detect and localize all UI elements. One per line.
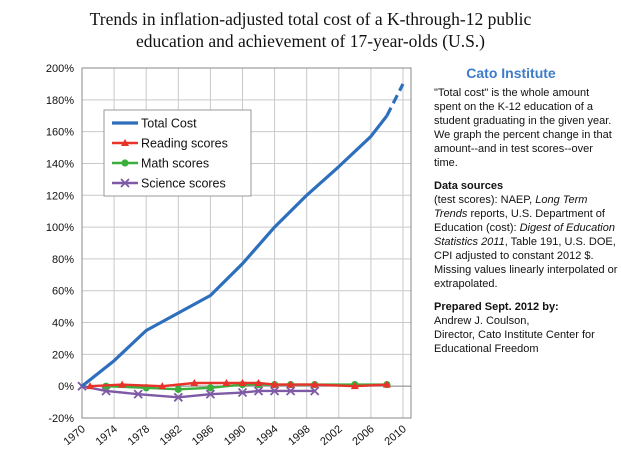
legend-marker-science-scores [120, 178, 130, 188]
reading-scores-point [350, 382, 359, 390]
line-chart: -20% 0% 20% 40% 60% 80% 100% 120% 140% 160% 180% 20… [46, 63, 412, 448]
legend-label-reading-scores: Reading scores [141, 137, 228, 151]
reading-scores-point [86, 382, 95, 390]
y-tick-label: 0% [58, 381, 74, 393]
science-scores-point [173, 392, 183, 402]
reading-scores-point [222, 379, 231, 386]
y-tick-label: 40% [52, 318, 74, 330]
science-scores-point [310, 386, 320, 396]
y-tick-label: 200% [46, 63, 74, 75]
science-scores-line [81, 385, 315, 399]
reading-scores-point [382, 380, 391, 388]
x-tick-label: 1998 [286, 423, 312, 448]
y-tick-label: -20% [48, 413, 74, 425]
x-tick-label: 1974 [94, 423, 120, 448]
y-tick-label: 180% [46, 95, 74, 107]
x-tick-label: 1990 [222, 423, 248, 448]
total-cost-line [81, 114, 389, 388]
y-tick-label: 100% [46, 222, 74, 234]
y-tick-label: 60% [52, 286, 74, 298]
brand-name: Cato Institute [466, 65, 556, 81]
chart-title: Trends in inflation-adjusted total cost … [0, 8, 621, 52]
y-tick-label: 160% [46, 127, 74, 139]
prepared-heading: Prepared Sept. 2012 by: [434, 301, 559, 313]
reading-scores-point [254, 379, 263, 386]
y-tick-label: 80% [52, 254, 74, 266]
science-scores-point [133, 389, 143, 399]
reading-scores-point [190, 379, 199, 386]
science-scores-point [253, 386, 264, 396]
sources-heading: Data sources [434, 180, 504, 192]
prepared-role: Director, Cato Institute Center for Educ… [434, 329, 595, 355]
reading-scores-point [286, 380, 295, 388]
science-scores-point [285, 386, 296, 396]
math-scores-point [206, 384, 214, 392]
x-tick-label: 2002 [318, 423, 344, 448]
reading-scores-line [89, 381, 387, 388]
legend-label-science-scores: Science scores [141, 177, 226, 191]
legend-marker-math-scores [121, 159, 129, 167]
legend-label-total-cost: Total Cost [141, 117, 197, 131]
x-tick-label: 1982 [158, 423, 184, 448]
reading-scores-point [118, 380, 127, 388]
x-tick-label: 2010 [382, 423, 408, 448]
x-tick-label: 1970 [61, 423, 87, 448]
total-cost-projection-line [385, 83, 405, 117]
chart-title-line-2: education and achievement of 17-year-old… [135, 31, 486, 51]
sidebar: Cato Institute "Total cost" is the whole… [434, 66, 618, 356]
y-tick-label: 20% [52, 349, 74, 361]
legend-label-math-scores: Math scores [141, 157, 209, 171]
x-tick-label: 1978 [126, 423, 152, 448]
reading-scores-point [310, 380, 319, 388]
reading-scores-point [158, 382, 167, 390]
science-scores-point [269, 386, 280, 396]
chart-title-line-1: Trends in inflation-adjusted total cost … [89, 9, 532, 29]
math-scores-point [174, 385, 182, 393]
description-text: "Total cost" is the whole amount spent o… [434, 87, 612, 169]
sources-text: (test scores): NAEP, Long Term Trends re… [434, 194, 618, 290]
x-tick-label: 1994 [254, 423, 280, 448]
prepared-by: Andrew J. Coulson, [434, 315, 530, 327]
x-tick-label: 2006 [350, 423, 376, 448]
reading-scores-point [238, 379, 247, 386]
science-scores-point [205, 389, 216, 399]
legend-marker-reading-scores [121, 139, 129, 146]
y-tick-label: 140% [46, 158, 74, 170]
science-scores-point [237, 387, 248, 398]
reading-scores-point [270, 380, 279, 388]
y-tick-label: 120% [46, 190, 74, 202]
plot-frame [81, 67, 412, 419]
x-tick-label: 1986 [190, 423, 216, 448]
